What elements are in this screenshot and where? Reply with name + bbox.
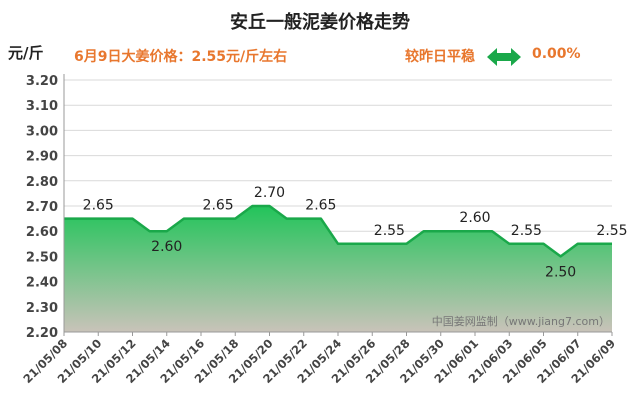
price-line [64, 204, 612, 258]
data-label: 2.65 [83, 198, 114, 214]
data-label: 2.70 [254, 185, 285, 201]
y-tick-label: 2.80 [26, 175, 58, 190]
double-arrow-icon [487, 48, 521, 66]
y-tick-label: 3.00 [26, 124, 58, 139]
change-value: 0.00% [532, 46, 581, 62]
data-label: 2.55 [374, 223, 405, 239]
y-tick-label: 2.20 [26, 326, 58, 341]
y-tick-label: 3.20 [26, 74, 58, 89]
y-tick-label: 2.30 [26, 301, 58, 316]
data-label: 2.50 [545, 264, 576, 280]
data-label: 2.65 [203, 198, 234, 214]
data-label: 2.60 [151, 239, 182, 255]
price-area [64, 206, 612, 332]
y-tick-label: 3.10 [26, 99, 58, 114]
watermark: 中国姜网监制（www.jiang7.com） [432, 314, 610, 328]
y-tick-label: 2.60 [26, 225, 58, 240]
y-tick-label: 2.50 [26, 250, 58, 265]
y-tick-label: 2.70 [26, 200, 58, 215]
y-axis-unit: 元/斤 [8, 44, 44, 62]
data-label: 2.55 [596, 223, 627, 239]
y-tick-label: 2.40 [26, 276, 58, 291]
data-label: 2.55 [511, 223, 542, 239]
price-note: 6月9日大姜价格：2.55元/斤左右 [74, 49, 288, 65]
y-tick-label: 2.90 [26, 150, 58, 165]
data-label: 2.60 [459, 210, 490, 226]
chart-title: 安丘一般泥姜价格走势 [230, 12, 410, 33]
compare-label: 较昨日平稳 [405, 49, 475, 65]
data-label: 2.65 [305, 198, 336, 214]
